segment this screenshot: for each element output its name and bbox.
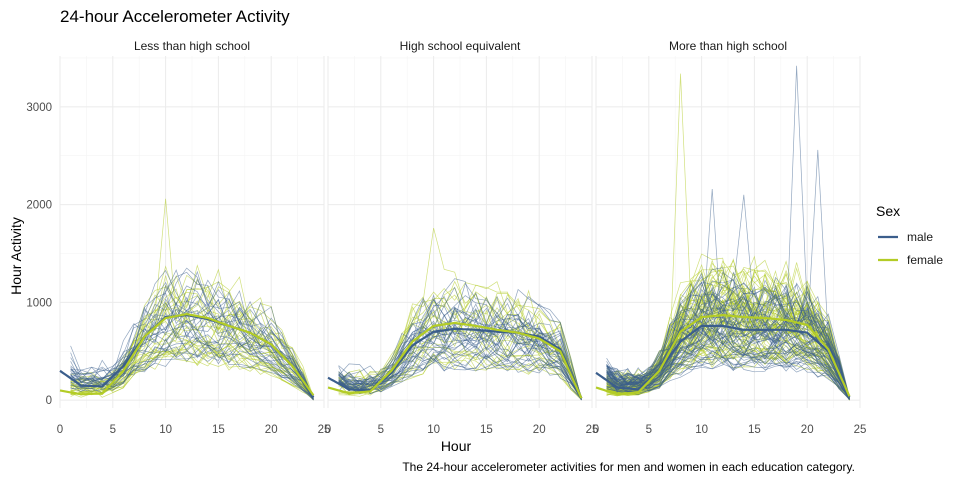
male-smooth-line — [595, 324, 851, 398]
legend-label-male: male — [907, 230, 933, 244]
male-trajectory-line — [70, 271, 314, 399]
y-axis-title: Hour Activity — [8, 217, 24, 295]
y-tick-label: 0 — [46, 395, 52, 407]
male-trajectory-line — [70, 334, 314, 398]
chart-title: 24-hour Accelerometer Activity — [60, 7, 290, 26]
female-trajectory-line — [338, 343, 582, 400]
male-trajectory-line — [70, 267, 314, 398]
x-tick-label: 20 — [801, 424, 814, 436]
y-tick-label: 1000 — [26, 297, 52, 309]
male-trajectory-line — [606, 282, 850, 400]
male-trajectory-line — [606, 345, 850, 400]
legend: Sex male female — [876, 203, 943, 267]
male-trajectory-line — [606, 356, 850, 397]
female-trajectory-line — [338, 280, 582, 399]
male-trajectory-line — [338, 355, 582, 398]
male-trajectory-line — [606, 279, 850, 400]
male-trajectory-line — [70, 341, 314, 400]
x-tick-label: 5 — [110, 424, 116, 436]
x-tick-label: 25 — [318, 424, 331, 436]
x-tick-label: 20 — [265, 424, 278, 436]
x-tick-label: 25 — [586, 424, 599, 436]
male-trajectory-line — [606, 334, 850, 400]
x-tick-label: 15 — [480, 424, 493, 436]
male-trajectory-line — [338, 342, 582, 400]
legend-title: Sex — [876, 203, 900, 219]
female-smooth-line — [327, 321, 583, 399]
male-trajectory-line — [338, 338, 582, 398]
x-tick-label: 20 — [533, 424, 546, 436]
male-trajectory-line — [606, 284, 850, 398]
facet-strip-label: Less than high school — [134, 39, 250, 53]
x-axis-title: Hour — [441, 438, 472, 454]
male-trajectory-line — [338, 323, 582, 398]
y-tick-label: 2000 — [26, 200, 52, 212]
x-tick-label: 0 — [593, 424, 599, 436]
male-trajectory-line — [338, 353, 582, 400]
x-tick-label: 15 — [212, 424, 225, 436]
male-trajectory-line — [70, 352, 314, 398]
male-trajectory-line — [70, 279, 314, 400]
y-tick-label: 3000 — [26, 102, 52, 114]
x-tick-label: 0 — [325, 424, 331, 436]
female-smooth-line — [59, 312, 315, 396]
x-tick-label: 15 — [748, 424, 761, 436]
male-trajectory-line — [606, 356, 850, 400]
x-tick-label: 5 — [646, 424, 652, 436]
facet-strip-label: High school equivalent — [400, 39, 521, 53]
legend-label-female: female — [907, 253, 943, 267]
female-smooth-line — [595, 313, 851, 397]
male-trajectory-line — [338, 306, 582, 400]
x-tick-label: 10 — [159, 424, 172, 436]
male-trajectory-line — [338, 299, 582, 398]
male-trajectory-line — [70, 312, 314, 398]
male-trajectory-line — [606, 356, 850, 399]
chart-caption: The 24-hour accelerometer activities for… — [402, 460, 855, 474]
x-tick-label: 25 — [854, 424, 867, 436]
male-trajectory-line — [70, 269, 314, 397]
male-trajectory-line — [606, 306, 850, 399]
male-trajectory-line — [338, 282, 582, 400]
male-trajectory-line — [338, 357, 582, 399]
male-trajectory-line — [606, 320, 850, 401]
male-trajectory-line — [606, 271, 850, 398]
x-tick-label: 10 — [695, 424, 708, 436]
facet-strip-label: More than high school — [669, 39, 787, 53]
x-tick-label: 10 — [427, 424, 440, 436]
male-trajectory-line — [70, 298, 314, 399]
male-trajectory-line — [70, 330, 314, 401]
facet-panel: High school equivalent 0 5 10 15 20 25 — [325, 39, 599, 436]
x-tick-label: 0 — [57, 424, 63, 436]
facet-panel: More than high school 0 5 10 15 20 25 — [593, 39, 867, 436]
male-trajectory-line — [338, 295, 582, 398]
male-trajectory-line — [606, 297, 850, 399]
male-trajectory-line — [606, 332, 850, 400]
x-tick-label: 5 — [378, 424, 384, 436]
